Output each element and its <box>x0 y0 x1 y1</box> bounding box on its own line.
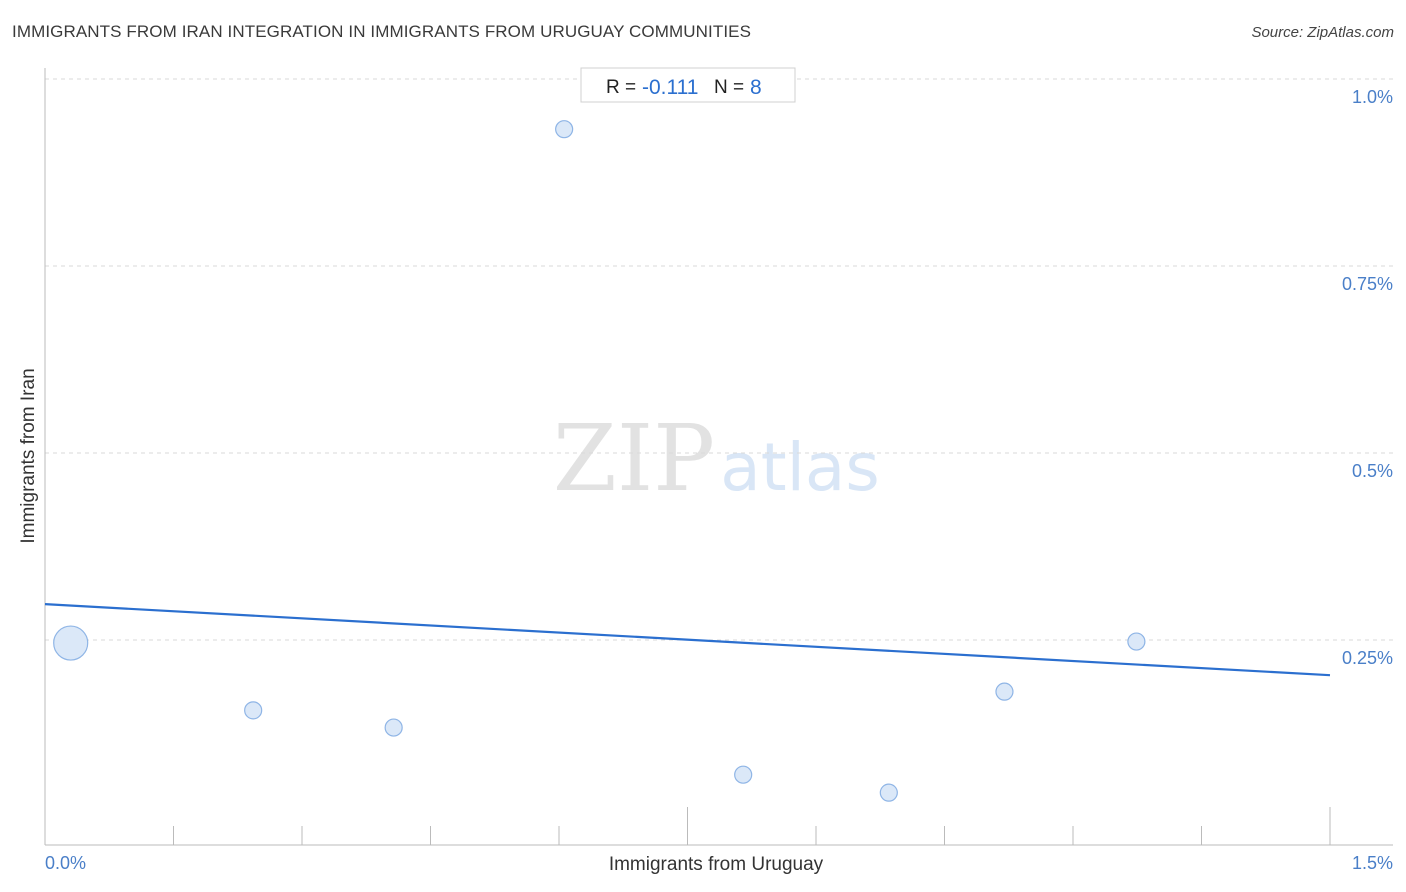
trend-layer <box>44 603 1331 677</box>
y-tick-label: 0.5% <box>1352 461 1393 481</box>
y-tick-label: 0.25% <box>1342 648 1393 668</box>
r-label: R = <box>606 77 636 98</box>
stats-box-frame <box>580 67 796 103</box>
data-point <box>734 765 753 784</box>
axis-layer <box>44 68 1393 846</box>
data-point <box>555 120 574 139</box>
r-value: -0.111 <box>642 76 698 99</box>
x-tick-label: 0.0% <box>45 853 86 873</box>
data-point <box>244 701 263 720</box>
label-layer: 1.0% 0.75% 0.5% 0.25% 0.0% 1.5% Immigrants fro… <box>18 87 1393 875</box>
data-point <box>1127 632 1146 651</box>
point-layer <box>53 120 1146 802</box>
y-tick-label: 0.75% <box>1342 274 1393 294</box>
grid-layer <box>45 78 1393 641</box>
x-axis-title: Immigrants from Uruguay <box>609 854 824 875</box>
data-point <box>879 783 898 802</box>
watermark-atlas: atlas <box>720 429 880 506</box>
y-axis-title: Immigrants from Iran <box>18 368 39 543</box>
source-label: Source: ZipAtlas.com <box>1251 24 1394 41</box>
n-label: N = <box>714 77 744 98</box>
data-point <box>53 625 89 661</box>
y-tick-label: 1.0% <box>1352 87 1393 107</box>
trend-line <box>44 603 1331 677</box>
data-point <box>384 718 403 737</box>
data-point <box>995 682 1014 701</box>
stats-box: R = -0.111 N = 8 <box>580 67 796 103</box>
x-tick-label: 1.5% <box>1352 853 1393 873</box>
chart-title: IMMIGRANTS FROM IRAN INTEGRATION IN IMMI… <box>12 22 752 41</box>
watermark-zip: ZIP <box>553 405 715 512</box>
n-value: 8 <box>750 76 762 99</box>
